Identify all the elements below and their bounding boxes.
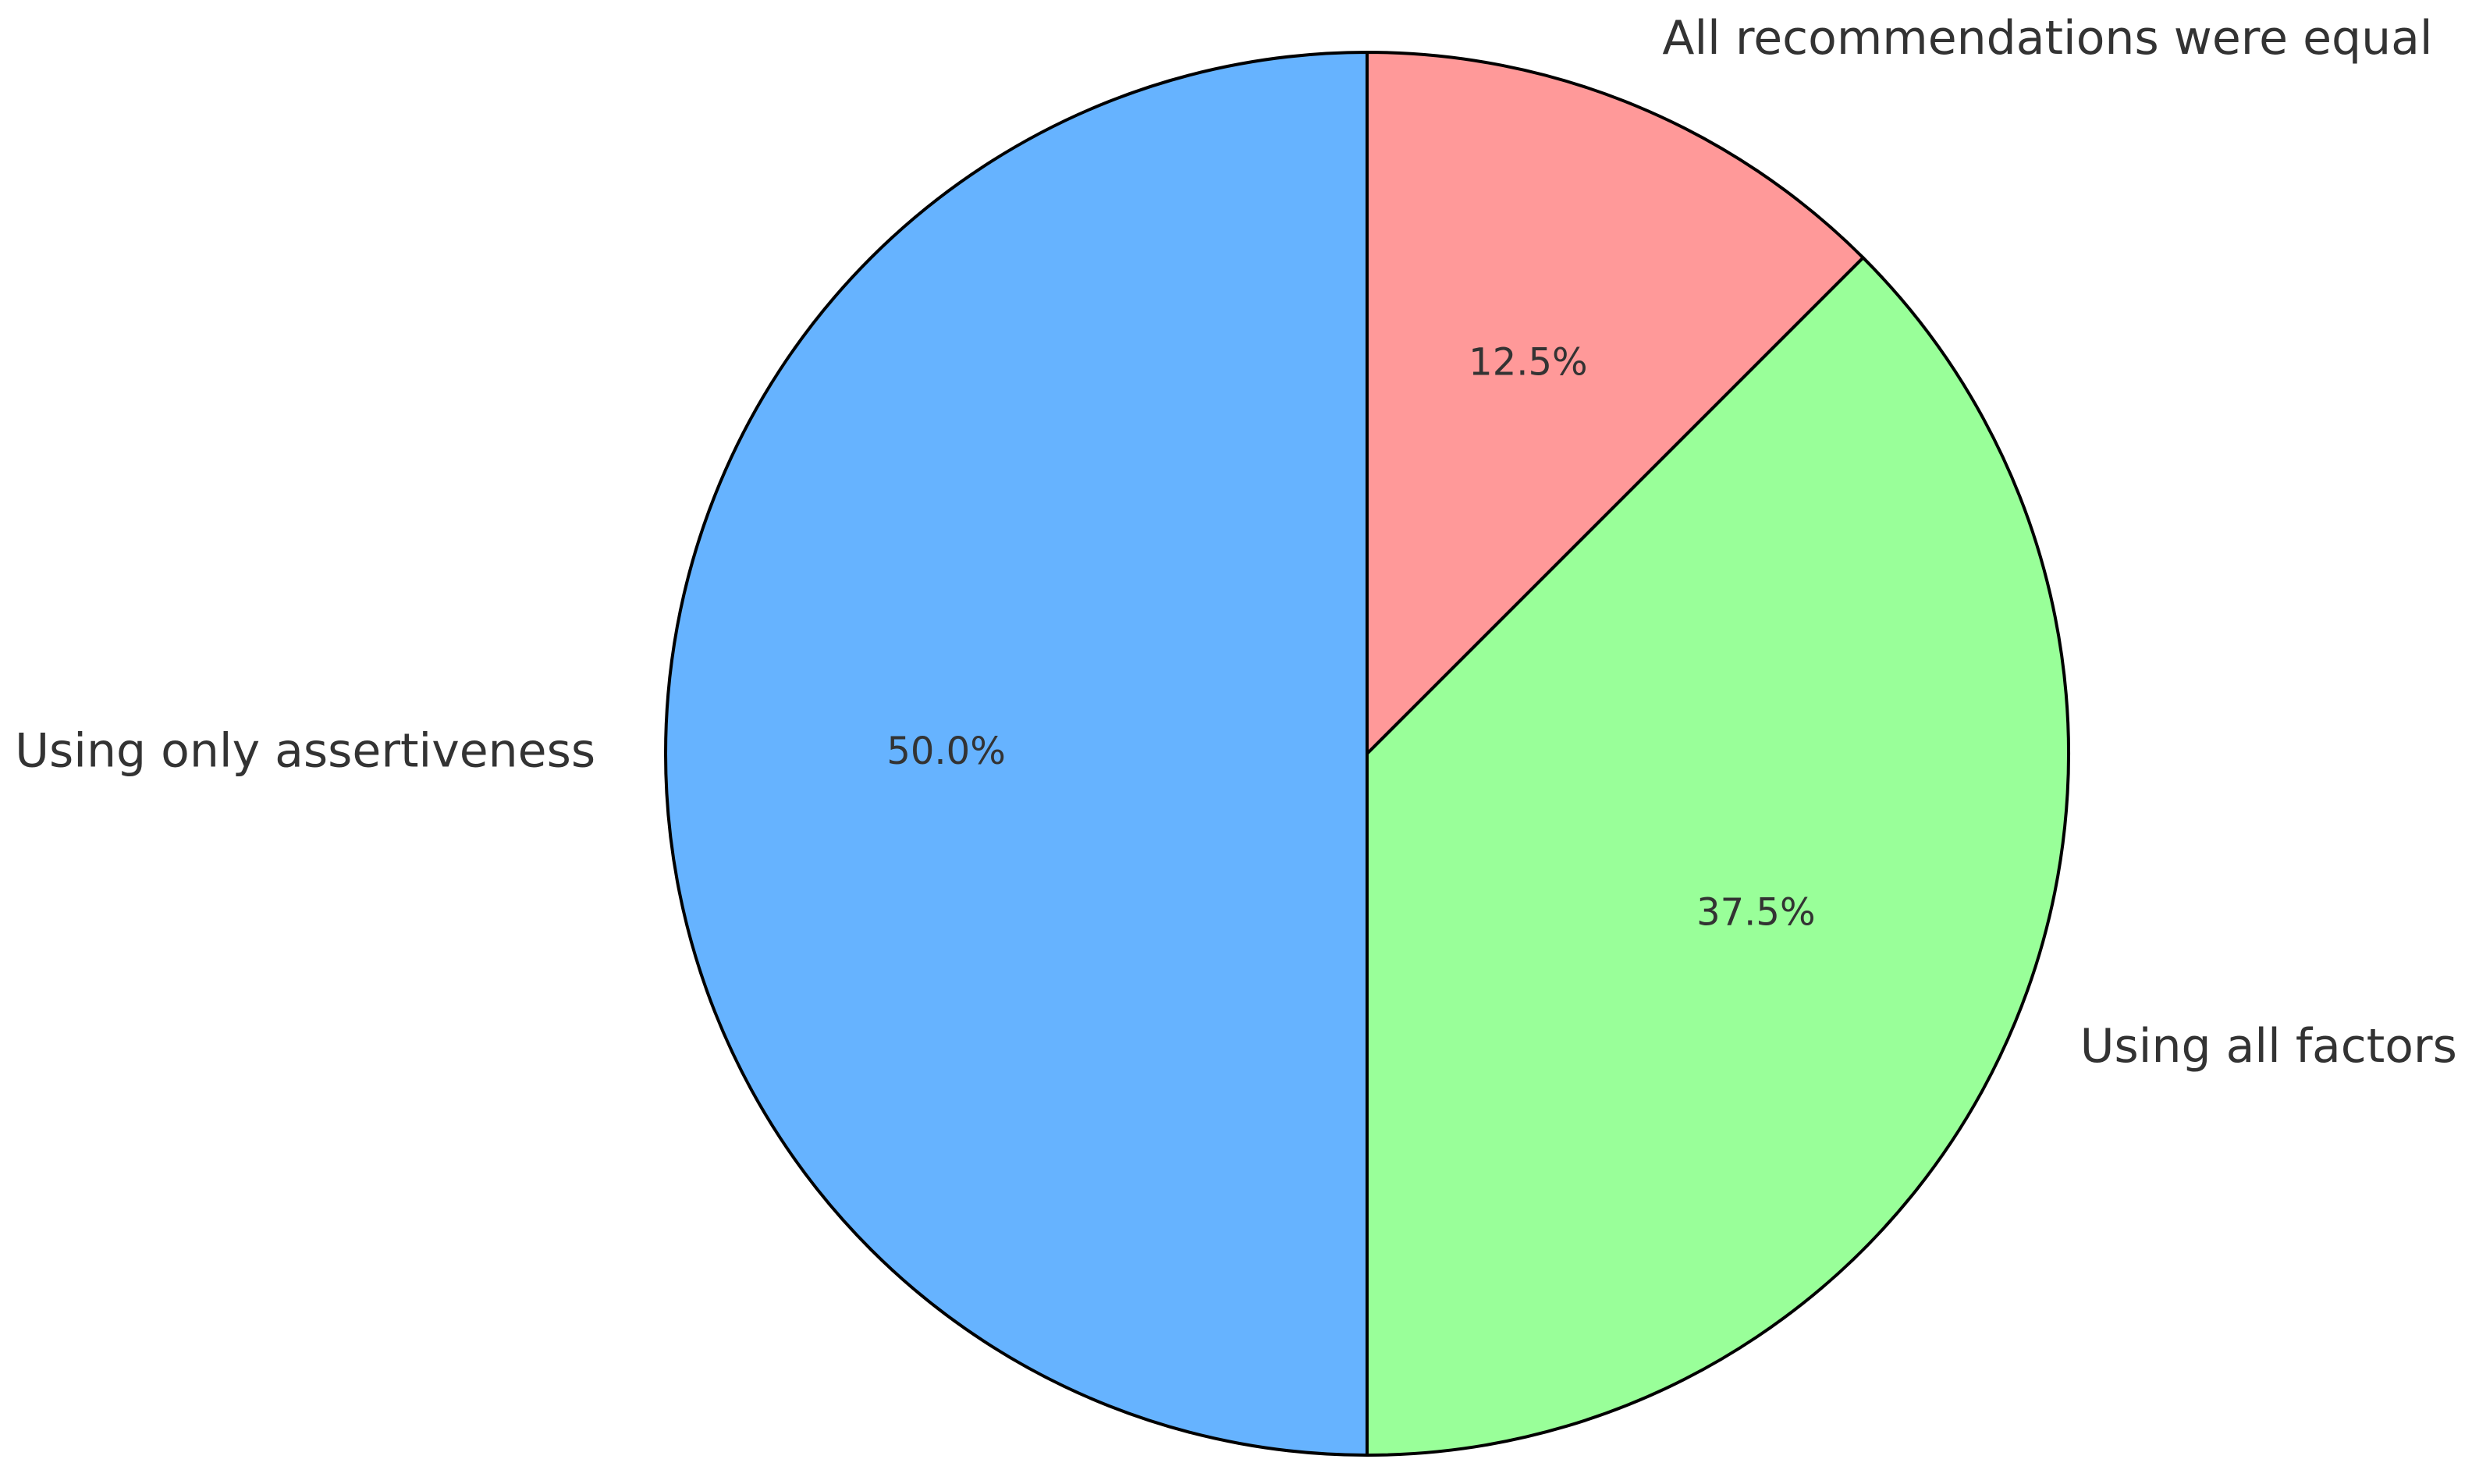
pie-slice — [1366, 51, 1865, 755]
slice-label: Using all factors — [2080, 1019, 2457, 1074]
pie-slice — [1366, 256, 2070, 1457]
value-label: 50.0% — [886, 730, 1005, 773]
value-label: 37.5% — [1696, 890, 1815, 934]
slice-label: All recommendations were equal — [1662, 11, 2432, 66]
slice-label: Using only assertiveness — [15, 724, 595, 779]
value-label: 12.5% — [1469, 341, 1587, 385]
pie-slice — [664, 51, 1369, 1457]
